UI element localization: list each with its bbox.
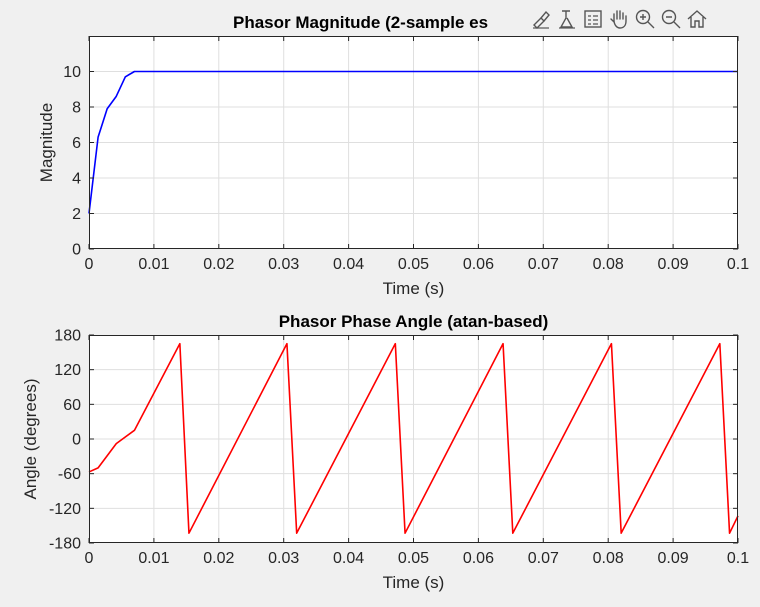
magnitude-x-tick-label: 0.07: [528, 256, 559, 273]
phase-x-tick-label: 0.02: [203, 550, 234, 567]
magnitude-series-line: [88, 70, 738, 214]
magnitude-axes: 0 0.01 0.02 0.03 0.04 0.05 0.06 0.07 0.08 0.09 0.1…: [37, 13, 749, 298]
brush-icon: [533, 10, 550, 29]
magnitude-x-tick-label: 0.1: [727, 256, 749, 273]
magnitude-x-axis-label: Time (s): [383, 279, 445, 298]
zoom-out-button[interactable]: [659, 6, 683, 32]
data-tips-icon: [559, 10, 575, 29]
pan-icon: [610, 10, 627, 29]
magnitude-y-tick-label: 10: [63, 64, 81, 81]
zoom-in-button[interactable]: [633, 6, 657, 32]
magnitude-x-tick-label: 0.03: [268, 256, 299, 273]
phase-x-tick-label: 0.03: [268, 550, 299, 567]
phase-y-axis-label: Angle (degrees): [21, 379, 40, 500]
phase-y-tick-label: -180: [49, 536, 81, 553]
magnitude-y-tick-label: 4: [72, 171, 81, 188]
magnitude-x-tick-label: 0.09: [658, 256, 689, 273]
home-button[interactable]: [685, 6, 709, 32]
magnitude-y-tick-label: 8: [72, 100, 81, 117]
legend-icon: [584, 10, 602, 28]
phase-y-tick-label: 120: [54, 362, 81, 379]
magnitude-x-tick-label: 0.06: [463, 256, 494, 273]
home-icon: [687, 10, 707, 28]
magnitude-y-axis-label: Magnitude: [37, 103, 56, 182]
pan-button[interactable]: [607, 6, 631, 32]
phase-x-tick-label: 0: [85, 550, 94, 567]
phase-y-tick-label: -120: [49, 501, 81, 518]
phase-y-tick-label: 0: [72, 432, 81, 449]
phase-x-tick-label: 0.01: [138, 550, 169, 567]
legend-button[interactable]: [581, 6, 605, 32]
magnitude-x-tick-label: 0.04: [333, 256, 364, 273]
phase-y-tick-label: 60: [63, 397, 81, 414]
zoom-in-icon: [635, 9, 655, 29]
phase-x-tick-label: 0.05: [398, 550, 429, 567]
phase-y-tick-label: -60: [58, 466, 81, 483]
brush-button[interactable]: [529, 6, 553, 32]
phase-series-line: [88, 342, 739, 534]
phase-x-axis-label: Time (s): [383, 573, 445, 592]
phase-x-tick-label: 0.06: [463, 550, 494, 567]
phase-axes: 0 0.01 0.02 0.03 0.04 0.05 0.06 0.07 0.08 0.09 0.1…: [21, 312, 749, 592]
phase-x-tick-label: 0.09: [658, 550, 689, 567]
magnitude-y-tick-label: 0: [72, 242, 81, 259]
magnitude-x-tick-label: 0.02: [203, 256, 234, 273]
phase-y-tick-label: 180: [54, 328, 81, 345]
phase-x-tick-label: 0.1: [727, 550, 749, 567]
axes-toolbar: [529, 4, 709, 34]
magnitude-x-tick-label: 0.08: [593, 256, 624, 273]
magnitude-y-tick-label: 2: [72, 206, 81, 223]
zoom-out-icon: [661, 9, 681, 29]
magnitude-x-tick-label: 0.01: [138, 256, 169, 273]
magnitude-x-tick-label: 0: [85, 256, 94, 273]
magnitude-x-tick-label: 0.05: [398, 256, 429, 273]
magnitude-y-tick-label: 6: [72, 135, 81, 152]
phase-x-tick-label: 0.08: [593, 550, 624, 567]
magnitude-title: Phasor Magnitude (2-sample es: [233, 13, 488, 32]
phase-x-tick-label: 0.07: [528, 550, 559, 567]
phase-x-tick-label: 0.04: [333, 550, 364, 567]
phase-title: Phasor Phase Angle (atan-based): [279, 312, 549, 331]
data-tips-button[interactable]: [555, 6, 579, 32]
